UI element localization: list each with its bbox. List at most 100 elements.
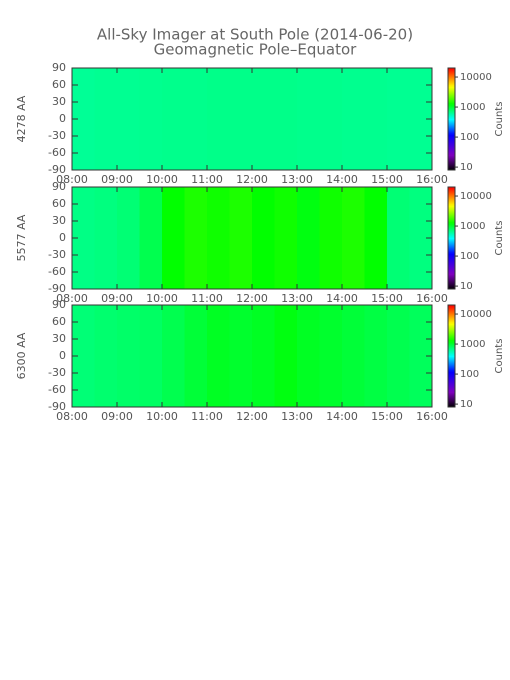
heat-cell bbox=[94, 305, 118, 407]
colorbar-slice bbox=[448, 193, 455, 196]
colorbar-slice bbox=[448, 72, 455, 75]
x-tick-label: 08:00 bbox=[56, 410, 88, 423]
colorbar-slice bbox=[448, 156, 455, 159]
colorbar-slice bbox=[448, 223, 455, 226]
colorbar-slice bbox=[448, 150, 455, 153]
y-tick-label: -90 bbox=[48, 400, 66, 413]
colorbar-slice bbox=[448, 104, 455, 107]
colorbar-slice bbox=[448, 116, 455, 119]
heat-cell bbox=[342, 68, 365, 170]
colorbar-slice bbox=[448, 148, 455, 151]
colorbar-slice bbox=[448, 209, 455, 212]
heat-cell bbox=[364, 68, 388, 170]
colorbar-slice bbox=[448, 283, 455, 286]
colorbar-slice bbox=[448, 233, 455, 236]
colorbar-slice bbox=[448, 377, 455, 380]
x-tick-label: 09:00 bbox=[101, 410, 133, 423]
heat-cell bbox=[229, 68, 253, 170]
colorbar-slice bbox=[448, 369, 455, 372]
colorbar-slice bbox=[448, 315, 455, 318]
x-tick-label: 11:00 bbox=[191, 292, 223, 305]
colorbar-label: Counts bbox=[494, 102, 505, 137]
x-tick-label: 11:00 bbox=[191, 173, 223, 186]
colorbar-slice bbox=[448, 158, 455, 161]
heat-cell bbox=[229, 187, 253, 289]
colorbar-slice bbox=[448, 371, 455, 374]
colorbar-slice bbox=[448, 317, 455, 320]
colorbar-slice bbox=[448, 239, 455, 242]
y-tick-label: 60 bbox=[52, 78, 66, 91]
x-tick-label: 08:00 bbox=[56, 173, 88, 186]
heat-cell bbox=[274, 187, 298, 289]
x-tick-label: 08:00 bbox=[56, 292, 88, 305]
x-tick-label: 13:00 bbox=[281, 410, 313, 423]
colorbar-slice bbox=[448, 395, 455, 398]
x-tick-label: 14:00 bbox=[326, 410, 358, 423]
colorbar-slice bbox=[448, 339, 455, 342]
colorbar-slice bbox=[448, 191, 455, 194]
heat-cell bbox=[117, 68, 140, 170]
y-tick-label: -60 bbox=[48, 265, 66, 278]
y-tick-label: -60 bbox=[48, 383, 66, 396]
colorbar-slice bbox=[448, 86, 455, 89]
colorbar-slice bbox=[448, 237, 455, 240]
colorbar-slice bbox=[448, 305, 455, 308]
x-tick-label: 16:00 bbox=[416, 410, 448, 423]
colorbar-slice bbox=[448, 152, 455, 155]
heat-cell bbox=[252, 305, 275, 407]
heat-cell bbox=[387, 187, 410, 289]
colorbar-slice bbox=[448, 168, 455, 171]
x-tick-label: 15:00 bbox=[371, 173, 403, 186]
x-tick-label: 09:00 bbox=[101, 292, 133, 305]
y-axis-label: 5577 AA bbox=[15, 214, 28, 261]
y-tick-label: 0 bbox=[59, 112, 66, 125]
x-tick-label: 12:00 bbox=[236, 410, 268, 423]
heat-cell bbox=[139, 187, 163, 289]
heat-cell bbox=[297, 68, 320, 170]
colorbar-slice bbox=[448, 353, 455, 356]
colorbar-tick-label: 100 bbox=[460, 369, 479, 380]
heat-cell bbox=[319, 187, 343, 289]
colorbar-slice bbox=[448, 136, 455, 139]
colorbar-slice bbox=[448, 313, 455, 316]
colorbar-slice bbox=[448, 90, 455, 93]
colorbar-slice bbox=[448, 331, 455, 334]
heat-cell bbox=[207, 187, 230, 289]
colorbar-tick-label: 10000 bbox=[460, 191, 492, 202]
x-tick-label: 10:00 bbox=[146, 292, 178, 305]
colorbar-slice bbox=[448, 405, 455, 408]
colorbar-slice bbox=[448, 271, 455, 274]
y-tick-label: -90 bbox=[48, 282, 66, 295]
colorbar-slice bbox=[448, 114, 455, 117]
colorbar-slice bbox=[448, 349, 455, 352]
colorbar-slice bbox=[448, 215, 455, 218]
colorbar-slice bbox=[448, 251, 455, 254]
colorbar-slice bbox=[448, 287, 455, 290]
colorbar-tick-label: 10000 bbox=[460, 309, 492, 320]
colorbar-slice bbox=[448, 112, 455, 115]
colorbar-slice bbox=[448, 144, 455, 147]
colorbar-slice bbox=[448, 335, 455, 338]
colorbar-slice bbox=[448, 146, 455, 149]
colorbar-slice bbox=[448, 201, 455, 204]
heat-cell bbox=[342, 187, 365, 289]
colorbar-slice bbox=[448, 140, 455, 143]
colorbar-slice bbox=[448, 269, 455, 272]
colorbar-slice bbox=[448, 187, 455, 190]
x-tick-label: 13:00 bbox=[281, 292, 313, 305]
heat-cell bbox=[117, 187, 140, 289]
colorbar-slice bbox=[448, 164, 455, 167]
colorbar-slice bbox=[448, 365, 455, 368]
colorbar-slice bbox=[448, 213, 455, 216]
colorbar-slice bbox=[448, 197, 455, 200]
heat-cell bbox=[162, 187, 185, 289]
x-tick-label: 12:00 bbox=[236, 292, 268, 305]
colorbar-slice bbox=[448, 124, 455, 127]
colorbar-slice bbox=[448, 351, 455, 354]
heat-cell bbox=[409, 305, 433, 407]
x-tick-label: 16:00 bbox=[416, 173, 448, 186]
colorbar-slice bbox=[448, 403, 455, 406]
colorbar-slice bbox=[448, 102, 455, 105]
y-tick-label: 60 bbox=[52, 197, 66, 210]
colorbar-slice bbox=[448, 285, 455, 288]
